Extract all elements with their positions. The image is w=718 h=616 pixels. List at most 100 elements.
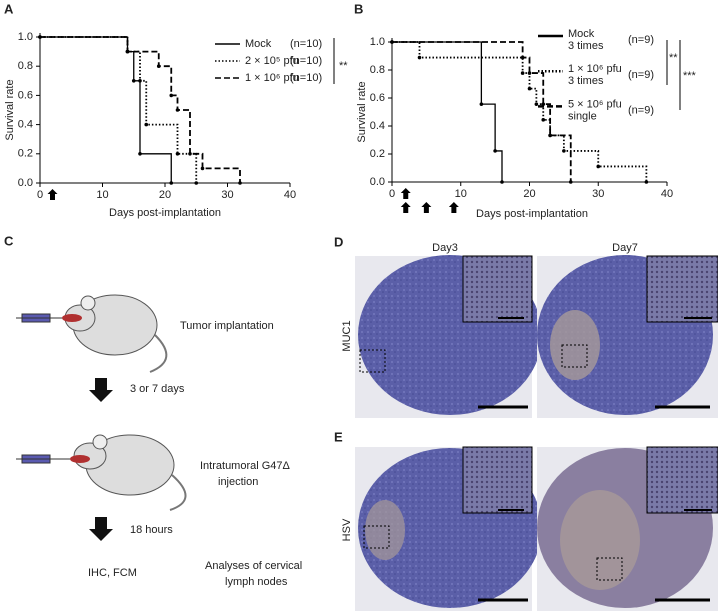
- panel-label: C: [4, 233, 14, 248]
- censor-point: [541, 118, 546, 122]
- y-tick-label: 0.2: [370, 148, 385, 160]
- y-tick-label: 0.8: [18, 60, 33, 72]
- legend-label: 1 × 10⁶ pfu: [245, 72, 299, 84]
- x-axis-label: Days post-implantation: [476, 208, 588, 220]
- y-tick-label: 0.0: [370, 176, 385, 188]
- censor-point: [125, 49, 130, 54]
- censor-point: [417, 55, 422, 60]
- censor-point: [568, 180, 573, 184]
- significance: **: [339, 60, 348, 72]
- survival-line: [392, 41, 648, 182]
- y-tick-label: 0.2: [18, 148, 33, 160]
- legend-label: 5 × 10⁶ pfu: [568, 98, 622, 110]
- mouse-diagram: [16, 294, 187, 541]
- legend-n: (n=10): [290, 55, 322, 67]
- censor-point: [541, 102, 546, 106]
- censor-point: [479, 102, 484, 106]
- y-tick-label: 0.6: [18, 89, 33, 101]
- survival-line: [40, 36, 172, 183]
- y-tick-label: 0.0: [18, 177, 33, 189]
- row-label: HSV: [341, 518, 353, 541]
- treatment-arrow: [47, 189, 58, 200]
- y-tick-label: 1.0: [370, 36, 385, 48]
- treatment-arrow: [421, 202, 432, 213]
- treatment-arrow: [400, 188, 411, 199]
- panel-label: E: [334, 429, 343, 444]
- step-text: 3 or 7 days: [130, 383, 185, 395]
- legend-label: Mock: [568, 28, 595, 40]
- x-tick-label: 30: [221, 189, 233, 201]
- survival-line: [392, 41, 572, 182]
- y-tick-label: 0.4: [18, 119, 33, 131]
- censor-point: [169, 93, 174, 98]
- survival-line: [392, 41, 503, 182]
- survival-line: [40, 36, 241, 183]
- y-tick-label: 0.4: [370, 120, 385, 132]
- x-tick-label: 10: [455, 188, 467, 200]
- step-text: lymph nodes: [225, 576, 288, 588]
- column-label: Day7: [612, 242, 638, 254]
- x-tick-label: 20: [159, 189, 171, 201]
- x-tick-label: 0: [37, 189, 43, 201]
- x-tick-label: 40: [284, 189, 296, 201]
- legend-label: 2 × 10⁵ pfu: [245, 55, 299, 67]
- censor-point: [194, 181, 199, 185]
- x-tick-label: 20: [523, 188, 535, 200]
- censor-point: [390, 40, 394, 44]
- censor-point: [144, 122, 149, 127]
- censor-point: [596, 164, 601, 169]
- column-label: Day3: [432, 242, 458, 254]
- censor-point: [644, 180, 649, 184]
- censor-point: [527, 71, 532, 75]
- step-text: Analyses of cervical: [205, 560, 302, 572]
- censor-point: [238, 181, 242, 185]
- legend-detail: single: [568, 110, 597, 122]
- legend-n: (n=10): [290, 72, 322, 84]
- censor-point: [138, 79, 142, 83]
- legend-detail: 3 times: [568, 40, 604, 52]
- censor-point: [534, 102, 539, 106]
- censor-point: [548, 133, 552, 138]
- legend-n: (n=9): [628, 69, 654, 81]
- y-axis-label: Survival rate: [356, 81, 368, 142]
- censor-point: [175, 152, 180, 156]
- panel-label: D: [334, 234, 343, 249]
- y-tick-label: 0.6: [370, 92, 385, 104]
- censor-point: [156, 64, 161, 68]
- legend-detail: 3 times: [568, 75, 604, 87]
- legend-label: Mock: [245, 38, 272, 50]
- censor-point: [200, 166, 205, 171]
- treatment-arrow: [400, 202, 411, 213]
- censor-point: [493, 149, 497, 153]
- censor-point: [138, 152, 142, 156]
- y-tick-label: 1.0: [18, 31, 33, 43]
- step-text: Intratumoral G47Δ: [200, 460, 291, 472]
- significance: ***: [683, 70, 697, 82]
- y-tick-label: 0.8: [370, 64, 385, 76]
- legend-n: (n=10): [290, 38, 322, 50]
- censor-point: [500, 180, 504, 184]
- censor-point: [188, 152, 192, 156]
- y-axis-label: Survival rate: [4, 79, 16, 140]
- panel-label: A: [4, 1, 14, 16]
- legend-n: (n=9): [628, 104, 654, 116]
- x-tick-label: 40: [661, 188, 673, 200]
- panel-label: B: [354, 1, 363, 16]
- censor-point: [520, 71, 525, 75]
- legend-n: (n=9): [628, 34, 654, 46]
- treatment-arrow: [448, 202, 459, 213]
- censor-point: [175, 108, 180, 112]
- row-label: MUC1: [341, 320, 353, 351]
- x-tick-label: 10: [96, 189, 108, 201]
- step-text: 18 hours: [130, 524, 173, 536]
- censor-point: [131, 79, 136, 83]
- significance: **: [669, 52, 678, 64]
- x-axis-label: Days post-implantation: [109, 207, 221, 219]
- survival-line: [40, 36, 198, 183]
- censor-point: [38, 35, 42, 39]
- step-text: IHC, FCM: [88, 567, 137, 579]
- step-text: injection: [218, 476, 258, 488]
- x-tick-label: 30: [592, 188, 604, 200]
- legend-label: 1 × 10⁶ pfu: [568, 63, 622, 75]
- censor-point: [520, 55, 525, 60]
